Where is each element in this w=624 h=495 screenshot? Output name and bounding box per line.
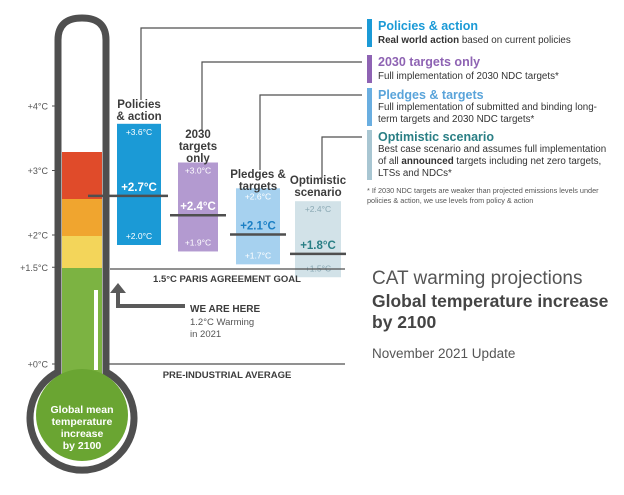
legend-2030-swatch <box>367 55 372 83</box>
footnote: * If 2030 NDC targets are weaker than pr… <box>367 186 599 205</box>
legend-2030-title: 2030 targets only <box>378 55 481 69</box>
legend-optimistic-title: Optimistic scenario <box>378 130 495 144</box>
legend-pledges: Pledges & targets Full implementation of… <box>367 88 617 128</box>
bar-1 <box>178 162 218 252</box>
scenario-bars: Policies& action+3.6°C+2.0°C+2.7°C2030ta… <box>88 99 347 278</box>
bar-central-label-3: +1.8°C <box>300 240 336 252</box>
legend-policies-title: Policies & action <box>378 19 479 33</box>
bar-high-label-0: +3.6°C <box>126 127 152 137</box>
bulb-label-line-1: Global mean <box>50 404 113 416</box>
legend-2030-desc: Full implementation of 2030 NDC targets* <box>378 71 559 82</box>
connector-0 <box>140 27 362 100</box>
bulb-label: Global mean temperature increase by 2100 <box>50 404 113 452</box>
legend-policies-desc: Real world action based on current polic… <box>378 35 608 47</box>
legend-policies: Policies & action Real world action base… <box>367 19 617 49</box>
bar-central-label-0: +2.7°C <box>121 182 157 194</box>
bar-header-0-0: Policies <box>117 99 160 111</box>
legend-policies-desc-bold: Real world action <box>378 35 460 46</box>
bar-central-label-2: +2.1°C <box>240 221 276 233</box>
pre-industrial-label: PRE-INDUSTRIAL AVERAGE <box>163 370 292 381</box>
bar-low-label-2: +1.7°C <box>245 250 271 260</box>
bar-header-3-1: scenario <box>294 187 341 199</box>
legend-optimistic-desc-post: targets including net zero targets, LTSs… <box>378 156 602 180</box>
bar-0 <box>117 123 161 245</box>
bar-high-label-1: +3.0°C <box>185 166 211 176</box>
paris-goal-label: 1.5°C PARIS AGREEMENT GOAL <box>153 274 301 285</box>
legend-optimistic-swatch <box>367 130 372 180</box>
tick-label-3: +1.5°C <box>20 263 48 273</box>
reference-lines: 1.5°C PARIS AGREEMENT GOAL PRE-INDUSTRIAL… <box>106 268 345 381</box>
bulb-label-line-2: temperature <box>52 416 113 428</box>
connector-1 <box>201 61 362 130</box>
thermo-yellow-segment <box>62 236 102 268</box>
legend-policies-desc-text: based on current policies <box>459 35 571 46</box>
we-are-here-line-2: in 2021 <box>190 329 221 340</box>
we-are-here-arrowhead <box>110 283 126 293</box>
legend-optimistic-desc: Best case scenario and assumes full impl… <box>378 144 608 181</box>
bar-header-2-0: Pledges & <box>230 169 286 181</box>
legend-pledges-title: Pledges & targets <box>378 88 484 102</box>
bar-low-label-1: +1.9°C <box>185 237 211 247</box>
bar-header-3-0: Optimistic <box>290 175 347 187</box>
bar-low-label-3: +1.5°C <box>305 263 331 273</box>
thermo-orange-segment <box>62 199 102 236</box>
legend-pledges-swatch <box>367 88 372 126</box>
bar-high-label-3: +2.4°C <box>305 204 331 214</box>
we-are-here-title: WE ARE HERE <box>190 304 261 315</box>
bar-low-label-0: +2.0°C <box>126 231 152 241</box>
update-date: November 2021 Update <box>372 346 516 361</box>
legend-optimistic-desc-bold: announced <box>401 156 454 168</box>
thermometer <box>26 14 138 474</box>
connector-3 <box>321 136 362 178</box>
we-are-here-arrow-shaft <box>116 287 185 308</box>
legend-optimistic: Optimistic scenario Best case scenario a… <box>367 130 617 182</box>
bar-high-label-2: +2.6°C <box>245 191 271 201</box>
legend-connectors <box>140 27 362 178</box>
bar-2 <box>236 188 280 265</box>
bar-header-0-1: & action <box>116 111 161 123</box>
legend-policies-swatch <box>367 19 372 47</box>
thermo-red-segment <box>62 152 102 199</box>
tick-label-2: +2°C <box>28 231 49 241</box>
bulb-label-line-3: increase <box>61 428 104 440</box>
bar-3 <box>295 201 341 278</box>
page-title: CAT warming projections <box>372 268 583 289</box>
tick-label-4: +0°C <box>28 360 49 370</box>
page-subtitle: Global temperature increase by 2100 <box>372 291 609 332</box>
bar-header-1-2: only <box>186 153 210 165</box>
legend-pledges-desc: Full implementation of submitted and bin… <box>378 102 597 126</box>
bulb-label-line-4: by 2100 <box>63 440 102 452</box>
we-are-here-line-1: 1.2°C Warming <box>190 317 254 328</box>
tick-label-0: +4°C <box>28 102 49 112</box>
legend-2030: 2030 targets only Full implementation of… <box>367 55 617 85</box>
legend-optimistic-desc-pre: Best case scenario and assumes full impl… <box>378 144 607 168</box>
connector-2 <box>259 94 362 170</box>
bar-header-1-1: targets <box>179 141 217 153</box>
bar-header-2-1: targets <box>239 181 277 193</box>
bar-central-label-1: +2.4°C <box>180 201 216 213</box>
thermo-bulb <box>36 369 128 461</box>
tick-label-1: +3°C <box>28 166 49 176</box>
thermometer-ticks: +4°C +3°C +2°C +1.5°C +0°C <box>20 102 60 370</box>
bar-header-1-0: 2030 <box>185 129 211 141</box>
